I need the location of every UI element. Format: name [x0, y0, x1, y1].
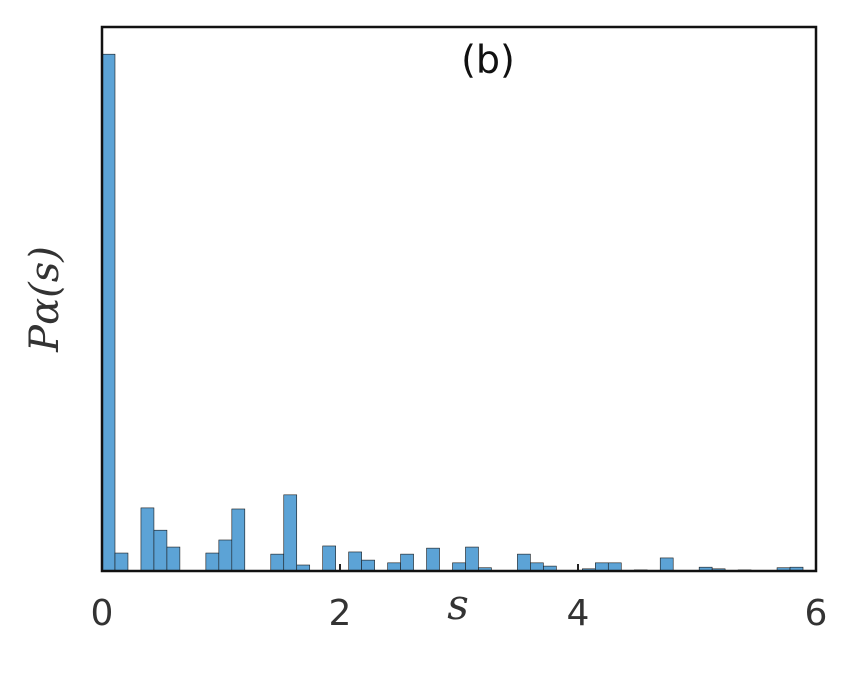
bar: [517, 553, 531, 572]
bar: [322, 545, 336, 572]
bar: [140, 507, 155, 572]
bar: [153, 529, 168, 572]
chart-title: (b): [461, 38, 515, 82]
bar: [283, 494, 298, 572]
bar: [205, 552, 220, 572]
bar: [114, 552, 129, 572]
bar: [231, 508, 246, 572]
plot-frame: [100, 25, 818, 573]
bar: [166, 546, 181, 572]
x-tick-label: 0: [91, 593, 114, 634]
bar: [400, 553, 414, 572]
x-tick-label: 4: [567, 593, 590, 634]
x-tick-label: 6: [805, 593, 828, 634]
bar: [348, 551, 362, 572]
bar: [465, 546, 479, 572]
bar: [270, 553, 285, 572]
x-tick-label: 2: [329, 593, 352, 634]
bar: [101, 53, 116, 572]
bar: [361, 559, 375, 572]
bar: [218, 539, 233, 572]
bar: [659, 557, 674, 572]
bar: [426, 547, 440, 572]
x-axis-label: s: [447, 580, 469, 629]
y-axis-label: Pα(s): [22, 246, 68, 353]
